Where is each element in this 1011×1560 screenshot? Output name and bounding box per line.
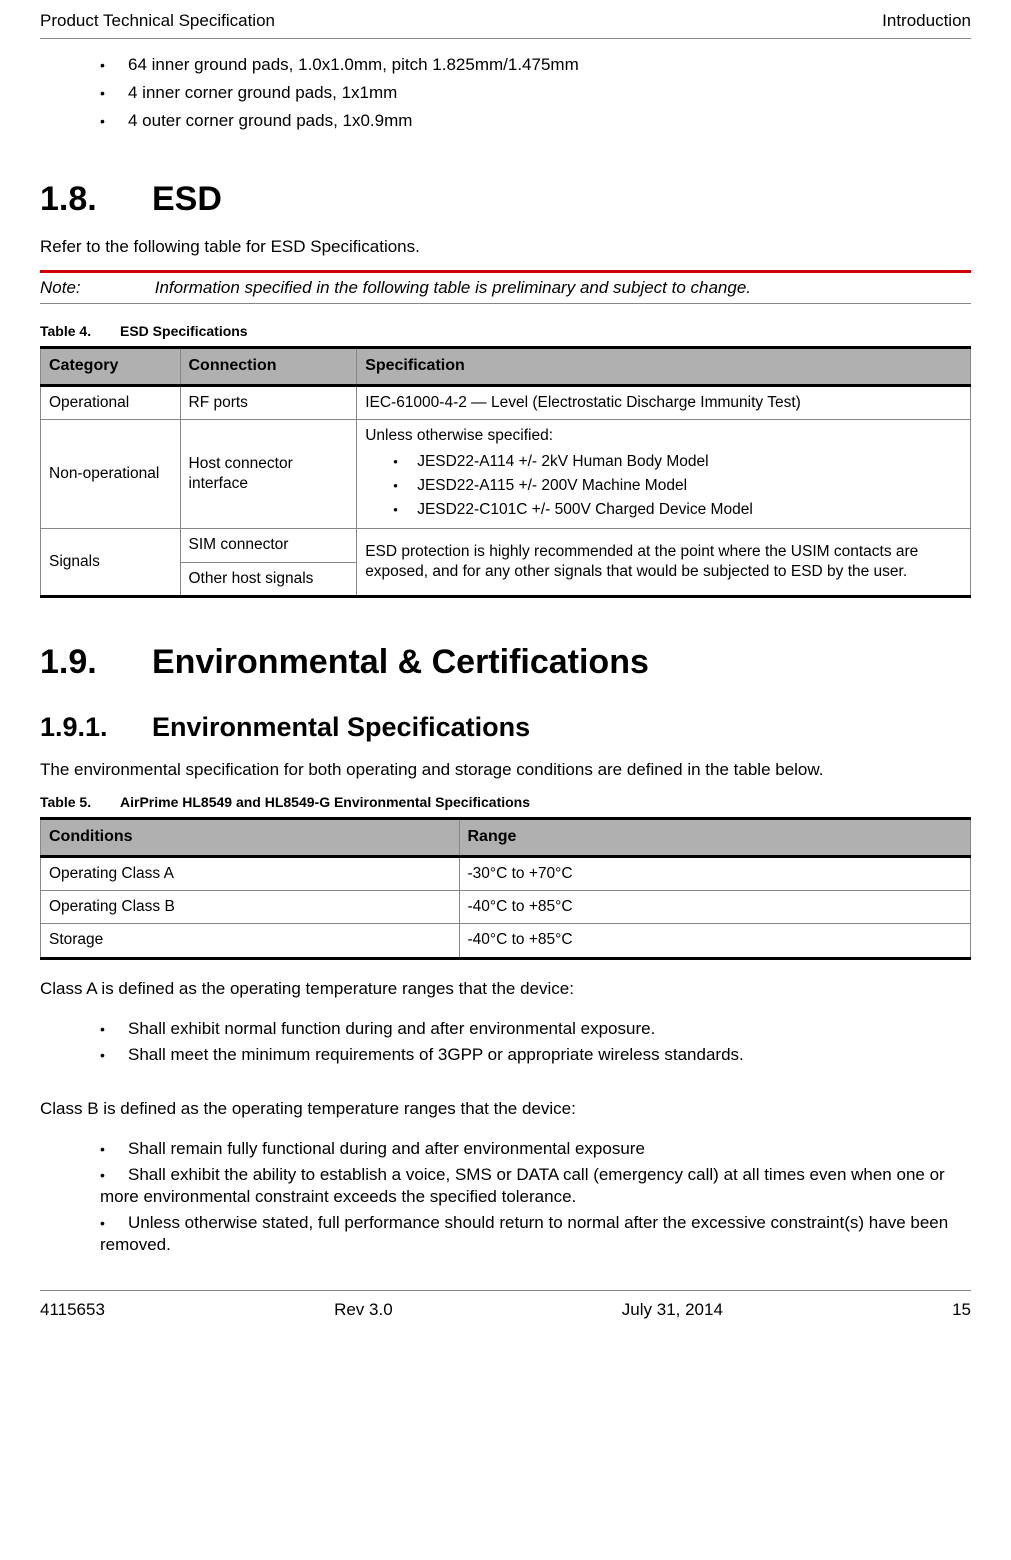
list-item: Shall remain fully functional during and… bbox=[100, 1136, 971, 1162]
note-text: Information specified in the following t… bbox=[155, 278, 751, 297]
td-connection: Host connector interface bbox=[180, 419, 357, 529]
table4-caption: Table 4.ESD Specifications bbox=[40, 322, 971, 340]
td-spec: ESD protection is highly recommended at … bbox=[357, 529, 971, 596]
td-condition: Operating Class A bbox=[41, 857, 460, 891]
class-b-list: Shall remain fully functional during and… bbox=[40, 1132, 971, 1266]
esd-table: Category Connection Specification Operat… bbox=[40, 346, 971, 598]
td-range: -40°C to +85°C bbox=[459, 924, 971, 958]
td-connection: Other host signals bbox=[180, 562, 357, 596]
note-block: Note: Information specified in the follo… bbox=[40, 270, 971, 304]
td-connection: SIM connector bbox=[180, 529, 357, 562]
list-item: 64 inner ground pads, 1.0x1.0mm, pitch 1… bbox=[100, 51, 971, 79]
td-condition: Operating Class B bbox=[41, 891, 460, 924]
table5-caption: Table 5.AirPrime HL8549 and HL8549-G Env… bbox=[40, 793, 971, 811]
table-caption-text: ESD Specifications bbox=[120, 323, 248, 339]
esd-intro: Refer to the following table for ESD Spe… bbox=[40, 236, 971, 258]
page-header: Product Technical Specification Introduc… bbox=[40, 0, 971, 39]
table-caption-number: Table 5. bbox=[40, 793, 120, 811]
subsection-heading-env-specs: 1.9.1.Environmental Specifications bbox=[40, 710, 971, 745]
section-title: Environmental & Certifications bbox=[152, 643, 649, 681]
list-item: JESD22-A115 +/- 200V Machine Model bbox=[393, 474, 962, 498]
td-range: -40°C to +85°C bbox=[459, 891, 971, 924]
header-left: Product Technical Specification bbox=[40, 10, 275, 32]
list-item: 4 inner corner ground pads, 1x1mm bbox=[100, 79, 971, 107]
table-caption-number: Table 4. bbox=[40, 322, 120, 340]
subsection-title: Environmental Specifications bbox=[152, 712, 530, 742]
footer-page: 15 bbox=[952, 1299, 971, 1321]
td-range: -30°C to +70°C bbox=[459, 857, 971, 891]
class-a-intro: Class A is defined as the operating temp… bbox=[40, 978, 971, 1000]
list-item: Shall meet the minimum requirements of 3… bbox=[100, 1042, 971, 1068]
list-item: Unless otherwise stated, full performanc… bbox=[100, 1210, 971, 1258]
header-right: Introduction bbox=[882, 10, 971, 32]
section-number: 1.9. bbox=[40, 640, 152, 684]
spec-sublist: JESD22-A114 +/- 2kV Human Body Model JES… bbox=[365, 446, 962, 522]
td-category: Operational bbox=[41, 385, 181, 419]
note-label: Note: bbox=[40, 277, 150, 299]
footer-docnum: 4115653 bbox=[40, 1299, 105, 1321]
section-title: ESD bbox=[152, 180, 222, 218]
td-spec: IEC-61000-4-2 — Level (Electrostatic Dis… bbox=[357, 385, 971, 419]
th-range: Range bbox=[459, 819, 971, 857]
table-caption-text: AirPrime HL8549 and HL8549-G Environment… bbox=[120, 794, 530, 810]
list-item: Shall exhibit the ability to establish a… bbox=[100, 1162, 971, 1210]
td-spec: Unless otherwise specified: JESD22-A114 … bbox=[357, 419, 971, 529]
list-item: Shall exhibit normal function during and… bbox=[100, 1016, 971, 1042]
intro-bullet-list: 64 inner ground pads, 1.0x1.0mm, pitch 1… bbox=[40, 39, 971, 135]
th-conditions: Conditions bbox=[41, 819, 460, 857]
th-category: Category bbox=[41, 347, 181, 385]
env-table: Conditions Range Operating Class A -30°C… bbox=[40, 817, 971, 959]
env-intro: The environmental specification for both… bbox=[40, 759, 971, 781]
th-specification: Specification bbox=[357, 347, 971, 385]
td-category: Signals bbox=[41, 529, 181, 596]
spec-lead: Unless otherwise specified: bbox=[365, 427, 553, 444]
td-connection: RF ports bbox=[180, 385, 357, 419]
th-connection: Connection bbox=[180, 347, 357, 385]
td-category: Non-operational bbox=[41, 419, 181, 529]
section-heading-esd: 1.8.ESD bbox=[40, 177, 971, 221]
class-b-intro: Class B is defined as the operating temp… bbox=[40, 1098, 971, 1120]
td-condition: Storage bbox=[41, 924, 460, 958]
subsection-number: 1.9.1. bbox=[40, 710, 152, 745]
list-item: 4 outer corner ground pads, 1x0.9mm bbox=[100, 107, 971, 135]
list-item: JESD22-A114 +/- 2kV Human Body Model bbox=[393, 450, 962, 474]
footer-rev: Rev 3.0 bbox=[334, 1299, 393, 1321]
page-footer: 4115653 Rev 3.0 July 31, 2014 15 bbox=[40, 1290, 971, 1335]
section-heading-env: 1.9.Environmental & Certifications bbox=[40, 640, 971, 684]
footer-date: July 31, 2014 bbox=[622, 1299, 723, 1321]
list-item: JESD22-C101C +/- 500V Charged Device Mod… bbox=[393, 498, 962, 522]
class-a-list: Shall exhibit normal function during and… bbox=[40, 1012, 971, 1076]
section-number: 1.8. bbox=[40, 177, 152, 221]
